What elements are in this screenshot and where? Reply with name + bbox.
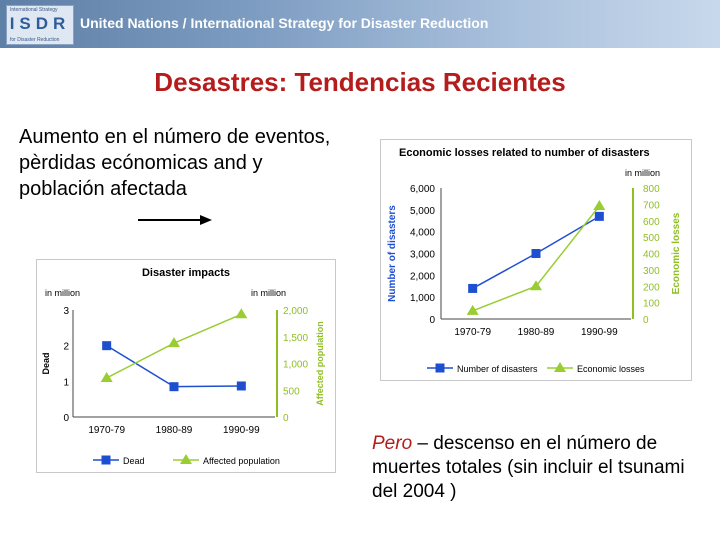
left-axis-title: Number of disasters <box>387 205 398 302</box>
pero-text: Pero – descenso en el número de muertes … <box>372 432 712 504</box>
right-axis-title: Affected population <box>315 321 325 406</box>
data-point <box>593 200 606 211</box>
right-tick-label: 600 <box>643 217 660 228</box>
left-tick-label: 1 <box>63 377 69 388</box>
right-tick-label: 300 <box>643 266 660 277</box>
left-unit-label: in million <box>45 288 80 298</box>
x-tick-label: 1980-89 <box>156 425 193 436</box>
header-banner: International Strategy ISDR for Disaster… <box>0 0 720 48</box>
x-tick-label: 1970-79 <box>88 425 125 436</box>
left-tick-label: 5,000 <box>410 206 435 217</box>
left-tick-label: 6,000 <box>410 184 435 195</box>
data-point <box>530 280 542 291</box>
isdr-logo[interactable]: International Strategy ISDR for Disaster… <box>6 5 74 45</box>
logo-text: ISDR <box>9 14 71 33</box>
economic-losses-svg: Economic losses related to number of dis… <box>387 147 682 374</box>
legend-label: Affected population <box>203 456 280 466</box>
data-point <box>168 337 180 348</box>
right-tick-label: 1,500 <box>283 333 308 344</box>
right-tick-label: 0 <box>283 413 289 424</box>
data-point <box>236 381 246 391</box>
right-axis-title: Economic losses <box>671 212 682 294</box>
data-point <box>100 371 113 382</box>
right-tick-label: 100 <box>643 299 660 310</box>
banner-title: United Nations / International Strategy … <box>80 15 489 31</box>
left-tick-label: 2 <box>63 342 69 353</box>
intro-text: Aumento en el número de eventos, pèrdida… <box>19 126 331 200</box>
right-unit-label: in million <box>625 168 660 178</box>
logo-small-bottom: for Disaster Reduction <box>10 37 60 43</box>
chart-title: Disaster impacts <box>142 267 230 279</box>
left-tick-label: 1,000 <box>410 293 435 304</box>
right-unit-label: in million <box>251 288 286 298</box>
right-arrow-icon <box>138 215 212 225</box>
pero-emphasis: Pero <box>372 433 413 454</box>
left-tick-label: 3,000 <box>410 250 435 261</box>
left-tick-label: 4,000 <box>410 228 435 239</box>
data-point <box>466 304 479 315</box>
data-point <box>531 249 541 258</box>
slide-title: Desastres: Tendencias Recientes <box>154 67 566 97</box>
right-tick-label: 500 <box>283 386 300 397</box>
right-tick-label: 500 <box>643 233 660 244</box>
disaster-impacts-svg: Disaster impacts in million in million 0 1 2 3… <box>41 267 325 466</box>
x-tick-label: 1980-89 <box>518 327 555 338</box>
series-line-b <box>472 205 600 312</box>
x-tick-label: 1990-99 <box>223 425 260 436</box>
left-tick-label: 3 <box>63 306 69 317</box>
right-tick-label: 0 <box>643 315 649 326</box>
data-point <box>169 382 179 392</box>
disaster-impacts-chart: Disaster impacts in million in million 0 1 2 3… <box>36 259 336 473</box>
left-tick-label: 2,000 <box>410 271 435 282</box>
legend-label: Dead <box>123 456 145 466</box>
data-point <box>594 211 604 221</box>
x-tick-label: 1970-79 <box>454 327 491 338</box>
left-tick-label: 0 <box>429 315 435 326</box>
legend-label: Number of disasters <box>457 364 538 374</box>
right-tick-label: 400 <box>643 250 660 261</box>
logo-small-top: International Strategy <box>10 7 58 13</box>
x-tick-label: 1990-99 <box>581 327 618 338</box>
left-tick-label: 0 <box>63 413 69 424</box>
right-tick-label: 2,000 <box>283 306 308 317</box>
legend-marker <box>180 454 192 464</box>
right-tick-label: 1,000 <box>283 360 308 371</box>
data-point <box>235 308 248 319</box>
pero-rest: – descenso en el número de muertes total… <box>372 433 685 502</box>
data-point <box>468 283 478 293</box>
economic-losses-chart: Economic losses related to number of dis… <box>380 139 692 381</box>
legend-marker <box>435 363 445 373</box>
chart-title: Economic losses related to number of dis… <box>399 147 650 159</box>
data-point <box>102 341 112 351</box>
legend-label: Economic losses <box>577 364 645 374</box>
legend-marker <box>554 362 566 372</box>
right-tick-label: 200 <box>643 282 660 293</box>
right-tick-label: 700 <box>643 200 660 211</box>
legend-marker <box>101 455 111 465</box>
left-axis-title: Dead <box>41 352 51 374</box>
series-line-a <box>106 345 242 388</box>
right-tick-label: 800 <box>643 184 660 195</box>
